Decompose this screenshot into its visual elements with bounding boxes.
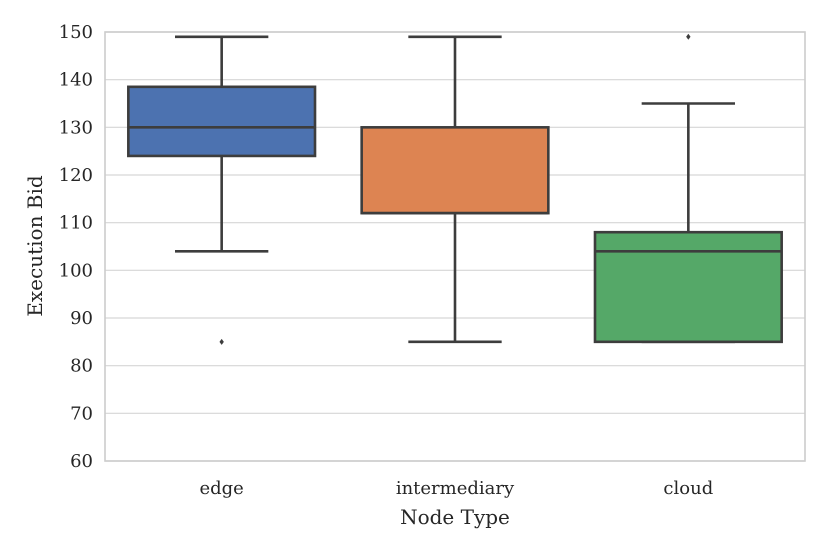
box-edge	[127, 85, 317, 158]
x-tick-label-intermediary: intermediary	[396, 478, 515, 499]
outlier-edge-85	[219, 338, 224, 345]
y-tick-label-100: 100	[59, 260, 93, 281]
box-group-intermediary	[360, 35, 550, 344]
boxes	[127, 33, 783, 345]
outlier-cloud-149	[686, 33, 691, 40]
y-tick-label-140: 140	[59, 70, 93, 91]
y-tick-label-70: 70	[70, 403, 93, 424]
box-cloud	[593, 230, 783, 344]
y-tick-label-150: 150	[59, 22, 93, 43]
box-group-cloud	[593, 33, 783, 344]
box-group-edge	[127, 35, 317, 345]
x-tick-label-edge: edge	[199, 478, 243, 499]
box-intermediary	[360, 126, 550, 215]
x-axis-label: Node Type	[400, 505, 510, 529]
y-tick-label-130: 130	[59, 117, 93, 138]
x-tick-labels: edge intermediary cloud	[199, 478, 713, 499]
plot-frame	[104, 31, 806, 462]
y-tick-label-80: 80	[70, 356, 93, 377]
y-tick-labels: 60 70 80 90 100 110 120 130 140 150	[59, 22, 93, 472]
x-tick-label-cloud: cloud	[663, 478, 713, 499]
y-axis-label: Execution Bid	[23, 175, 47, 317]
y-tick-label-60: 60	[70, 451, 93, 472]
y-tick-label-110: 110	[59, 213, 93, 234]
y-tick-label-120: 120	[59, 165, 93, 186]
y-tick-label-90: 90	[70, 308, 93, 329]
